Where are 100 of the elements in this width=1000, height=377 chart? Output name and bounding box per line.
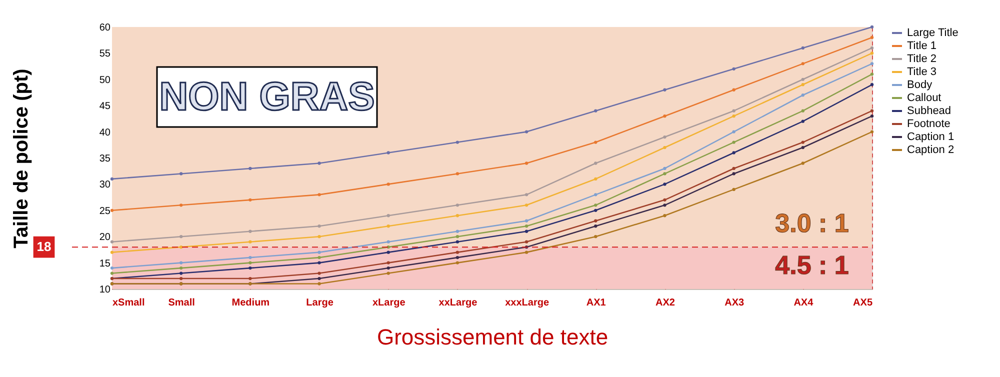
point bbox=[386, 151, 390, 154]
point bbox=[801, 109, 804, 112]
x-tick-label: AX1 bbox=[586, 298, 606, 308]
point bbox=[870, 25, 874, 29]
x-tick-label: Large bbox=[306, 298, 334, 308]
x-tick-label: Small bbox=[168, 298, 196, 308]
point bbox=[870, 109, 874, 112]
point bbox=[801, 94, 804, 97]
point bbox=[594, 224, 598, 228]
point bbox=[318, 224, 321, 228]
point bbox=[594, 140, 598, 144]
x-tick-label: Medium bbox=[232, 298, 270, 308]
point bbox=[248, 276, 252, 280]
point bbox=[732, 140, 736, 144]
legend-label: Body bbox=[907, 79, 933, 91]
point bbox=[386, 266, 390, 270]
point bbox=[594, 204, 598, 207]
point bbox=[732, 130, 736, 134]
point bbox=[386, 250, 390, 254]
point bbox=[110, 240, 114, 244]
point bbox=[594, 208, 598, 212]
band-label: 4.5 : 1 bbox=[775, 250, 849, 280]
legend-label: Subhead bbox=[907, 105, 952, 117]
point bbox=[524, 250, 528, 254]
point bbox=[801, 46, 804, 50]
point bbox=[248, 261, 252, 264]
point bbox=[110, 208, 114, 212]
point bbox=[663, 146, 666, 150]
point bbox=[801, 140, 804, 144]
point bbox=[801, 62, 804, 66]
point bbox=[524, 193, 528, 196]
point bbox=[386, 272, 390, 275]
point bbox=[456, 240, 460, 244]
point bbox=[594, 193, 598, 196]
point bbox=[180, 276, 183, 280]
y-tick-label: 25 bbox=[99, 206, 111, 217]
point bbox=[732, 67, 736, 70]
x-tick-label: xLarge bbox=[372, 298, 406, 308]
point bbox=[248, 266, 252, 270]
point bbox=[248, 230, 252, 233]
point bbox=[318, 256, 321, 260]
legend-label: Title 2 bbox=[907, 53, 937, 65]
point bbox=[180, 235, 183, 238]
point bbox=[524, 130, 528, 134]
point bbox=[180, 266, 183, 270]
point bbox=[870, 62, 874, 66]
point bbox=[524, 162, 528, 165]
point bbox=[732, 109, 736, 112]
point bbox=[594, 177, 598, 181]
y-tick-label: 30 bbox=[99, 180, 111, 191]
point bbox=[732, 166, 736, 170]
point bbox=[456, 235, 460, 238]
x-axis-title: Grossissement de texte bbox=[376, 324, 608, 350]
y-tick-label: 40 bbox=[99, 127, 111, 138]
legend-label: Large Title bbox=[907, 27, 958, 39]
point bbox=[663, 198, 666, 202]
point bbox=[456, 172, 460, 176]
point bbox=[110, 250, 114, 254]
point bbox=[180, 204, 183, 207]
x-tick-label: xxxLarge bbox=[505, 298, 550, 308]
point bbox=[663, 88, 666, 92]
point bbox=[318, 235, 321, 238]
y-tick-label: 55 bbox=[99, 48, 111, 60]
legend-label: Callout bbox=[907, 92, 942, 104]
point bbox=[732, 88, 736, 92]
legend-label: Caption 1 bbox=[907, 131, 954, 143]
point bbox=[594, 162, 598, 165]
point bbox=[524, 240, 528, 244]
point bbox=[524, 230, 528, 233]
point bbox=[456, 204, 460, 207]
point bbox=[318, 282, 321, 286]
point bbox=[732, 172, 736, 176]
point bbox=[386, 214, 390, 218]
point bbox=[801, 120, 804, 123]
x-tick-label: xSmall bbox=[112, 298, 145, 308]
point bbox=[110, 266, 114, 270]
y-tick-label: 20 bbox=[99, 232, 111, 244]
point bbox=[594, 219, 598, 222]
point bbox=[318, 193, 321, 196]
point bbox=[594, 235, 598, 238]
point bbox=[663, 135, 666, 139]
point bbox=[870, 52, 874, 55]
point bbox=[248, 240, 252, 244]
point bbox=[456, 214, 460, 218]
point bbox=[180, 246, 183, 249]
point bbox=[801, 162, 804, 165]
legend-label: Footnote bbox=[907, 118, 950, 130]
point bbox=[870, 114, 874, 118]
point bbox=[110, 272, 114, 275]
point bbox=[110, 177, 114, 181]
point bbox=[594, 109, 598, 112]
point bbox=[386, 182, 390, 186]
point bbox=[732, 151, 736, 154]
point bbox=[456, 256, 460, 260]
point bbox=[248, 256, 252, 260]
y-tick-label: 50 bbox=[99, 74, 111, 86]
band-label: 3.0 : 1 bbox=[775, 208, 849, 238]
point bbox=[456, 230, 460, 233]
point bbox=[318, 162, 321, 165]
point bbox=[386, 240, 390, 244]
